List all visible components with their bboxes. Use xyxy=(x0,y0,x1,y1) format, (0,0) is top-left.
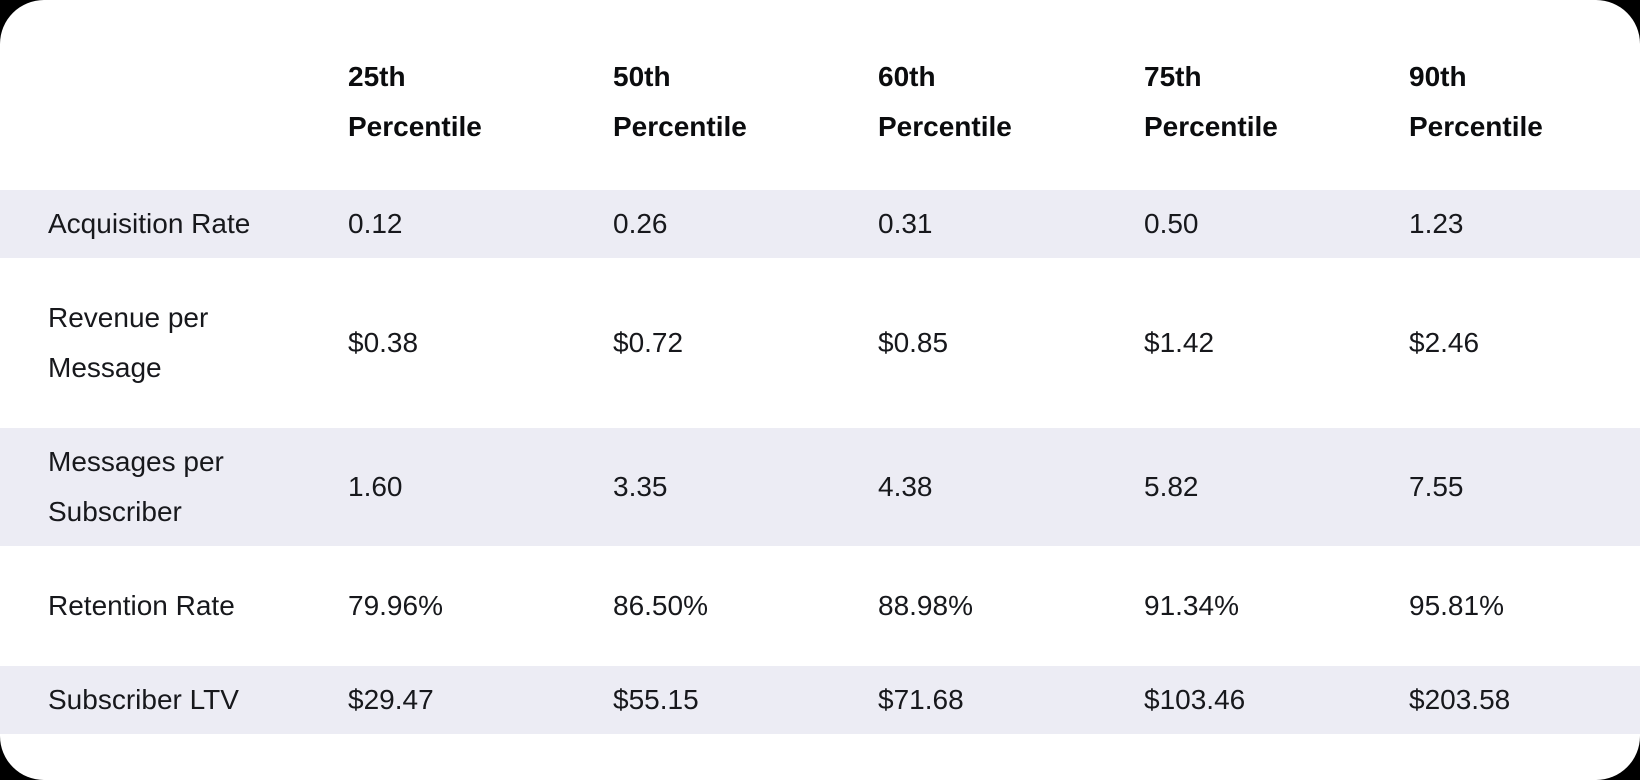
header-row: 25th Percentile 50th Percentile 60th Per… xyxy=(0,26,1640,164)
row-label-text: Retention Rate xyxy=(48,590,235,621)
value-cell: $0.38 xyxy=(348,327,419,358)
table-row: Messages per Subscriber 1.60 3.35 4.38 5… xyxy=(0,428,1640,546)
column-header: 90th Percentile xyxy=(1409,26,1640,164)
value-cell: $71.68 xyxy=(878,666,1144,734)
table-row: Revenue per Message $0.38 $0.72 $0.85 $1… xyxy=(0,284,1640,402)
row-label: Retention Rate xyxy=(0,572,348,640)
column-header: 25th Percentile xyxy=(348,26,613,164)
value-cell: 0.12 xyxy=(348,190,613,258)
value-cell: 1.23 xyxy=(1409,190,1640,258)
value-cell: 91.34% xyxy=(1144,590,1239,621)
value-cell: $1.42 xyxy=(1144,327,1215,358)
value-cell: $0.85 xyxy=(878,327,949,358)
column-header: 75th Percentile xyxy=(1144,26,1409,164)
value-cell: $55.15 xyxy=(613,666,878,734)
value-cell: $103.46 xyxy=(1144,666,1409,734)
column-header-label: 75th Percentile xyxy=(1144,61,1278,142)
row-label-text: Messages per Subscriber xyxy=(48,446,224,527)
row-label: Acquisition Rate xyxy=(0,190,348,258)
value-cell: 7.55 xyxy=(1409,428,1640,546)
row-label: Messages per Subscriber xyxy=(0,428,348,546)
value-cell: $2.46 xyxy=(1409,327,1480,358)
value-cell: 88.98% xyxy=(878,590,973,621)
value-cell: $203.58 xyxy=(1409,666,1640,734)
value-cell: 0.50 xyxy=(1144,190,1409,258)
value-cell: 3.35 xyxy=(613,428,878,546)
row-label: Subscriber LTV xyxy=(0,666,348,734)
table-row: Subscriber LTV $29.47 $55.15 $71.68 $103… xyxy=(0,666,1640,734)
column-header-label: 25th Percentile xyxy=(348,61,482,142)
value-cell: 95.81% xyxy=(1409,590,1504,621)
value-cell: 79.96% xyxy=(348,590,443,621)
table-row: Retention Rate 79.96% 86.50% 88.98% 91.3… xyxy=(0,572,1640,640)
value-cell: 5.82 xyxy=(1144,428,1409,546)
row-label-text: Acquisition Rate xyxy=(48,208,251,239)
row-label-text: Subscriber LTV xyxy=(48,684,239,715)
value-cell: 86.50% xyxy=(613,590,708,621)
value-cell: 4.38 xyxy=(878,428,1144,546)
column-header-label: 60th Percentile xyxy=(878,61,1012,142)
value-cell: $0.72 xyxy=(613,327,684,358)
corner-cell xyxy=(0,26,348,164)
value-cell: 0.31 xyxy=(878,190,1144,258)
column-header-label: 90th Percentile xyxy=(1409,61,1543,142)
row-label-text: Revenue per Message xyxy=(48,302,209,383)
column-header: 60th Percentile xyxy=(878,26,1144,164)
column-header: 50th Percentile xyxy=(613,26,878,164)
table-row: Acquisition Rate 0.12 0.26 0.31 0.50 1.2… xyxy=(0,190,1640,258)
percentile-table: 25th Percentile 50th Percentile 60th Per… xyxy=(0,26,1640,734)
row-label: Revenue per Message xyxy=(0,284,348,402)
value-cell: 0.26 xyxy=(613,190,878,258)
column-header-label: 50th Percentile xyxy=(613,61,747,142)
value-cell: $29.47 xyxy=(348,666,613,734)
value-cell: 1.60 xyxy=(348,428,613,546)
